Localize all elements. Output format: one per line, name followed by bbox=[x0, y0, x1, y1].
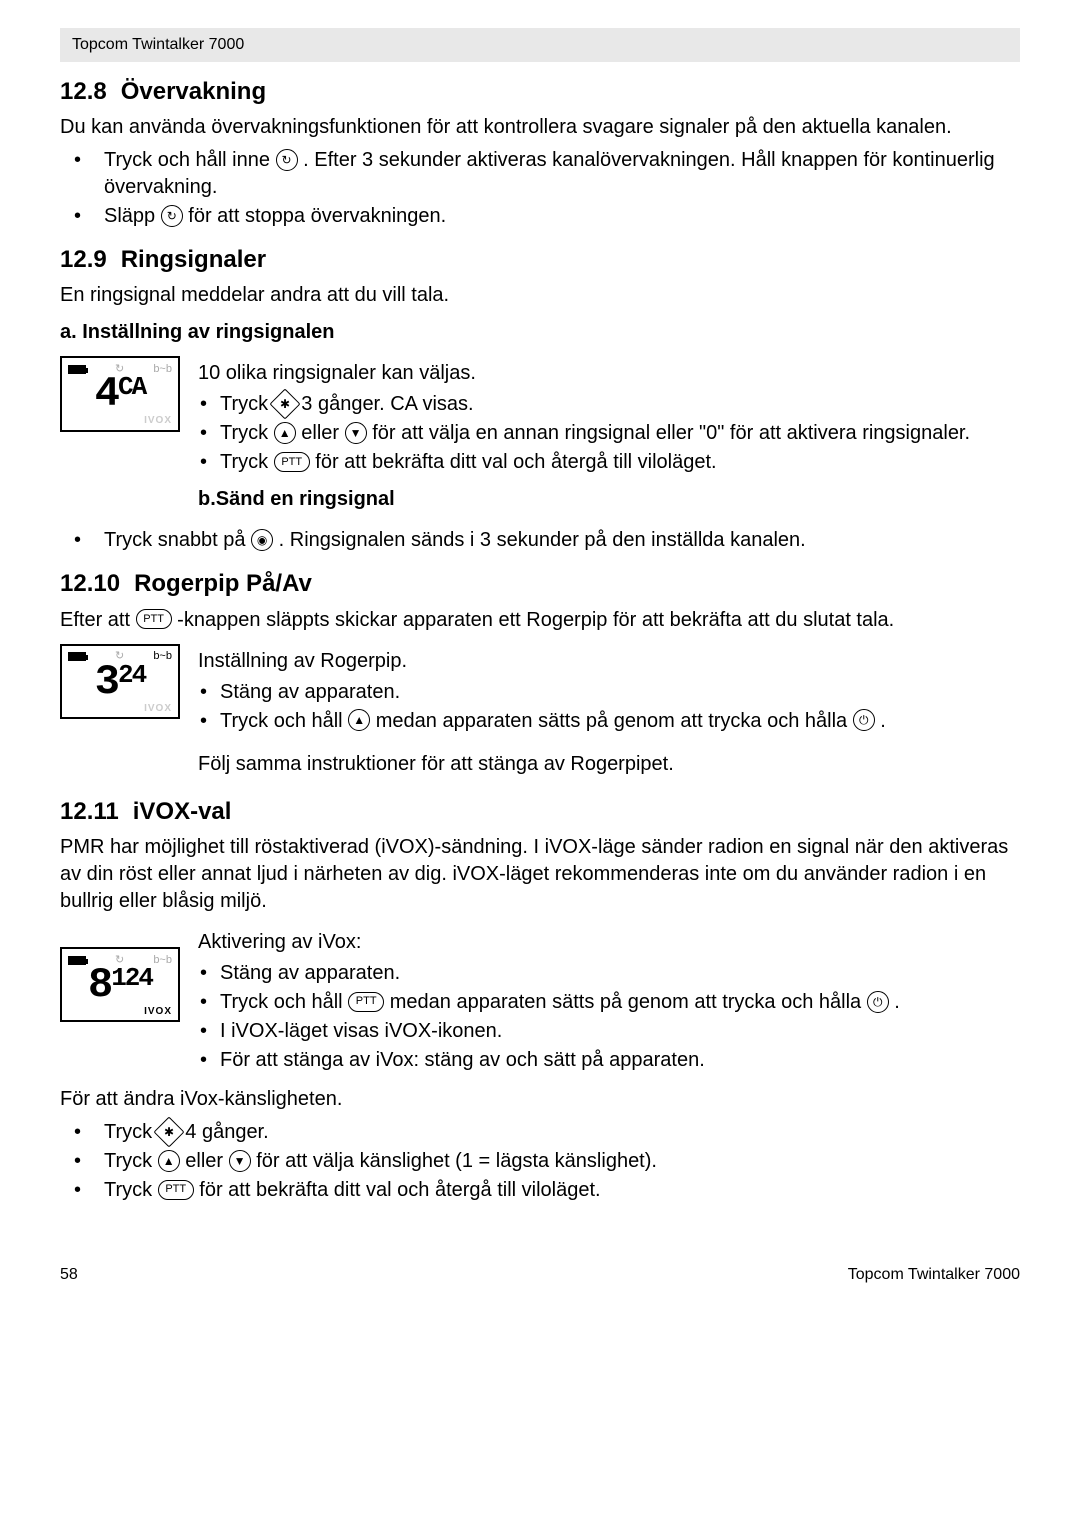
text: 10 olika ringsignaler kan väljas. bbox=[198, 360, 1020, 387]
section-12-9-heading: 12.9 Ringsignaler bbox=[60, 244, 1020, 276]
monitor-icon: ↻ bbox=[161, 205, 183, 227]
section-12-11-heading: 12.11 iVOX-val bbox=[60, 796, 1020, 828]
list-item: Tryck och håll inne ↻ . Efter 3 sekunder… bbox=[60, 147, 1020, 201]
page-footer: 58 Topcom Twintalker 7000 bbox=[60, 1264, 1020, 1286]
ptt-icon: PTT bbox=[274, 452, 310, 472]
list-item: Tryck och håll PTT medan apparaten sätts… bbox=[198, 989, 1020, 1016]
section-number: 12.11 bbox=[60, 796, 119, 828]
section-title: Rogerpip På/Av bbox=[134, 570, 312, 597]
section-12-8-intro: Du kan använda övervakningsfunktionen fö… bbox=[60, 114, 1020, 141]
section-12-10-intro: Efter att PTT -knappen släppts skickar a… bbox=[60, 607, 1020, 634]
page-number: 58 bbox=[60, 1264, 78, 1286]
ptt-icon: PTT bbox=[136, 609, 172, 629]
power-icon: ⏻ bbox=[853, 709, 875, 731]
list-item: Släpp ↻ för att stoppa övervakningen. bbox=[60, 203, 1020, 230]
list-item: Tryck PTT för att bekräfta ditt val och … bbox=[198, 449, 1020, 476]
lcd-thumbnail: ↻ b~b 4CA IVOX bbox=[60, 356, 180, 431]
subhead-b: b.Sänd en ringsignal bbox=[198, 486, 1020, 513]
subhead-a: a. Inställning av ringsignalen bbox=[60, 319, 1020, 346]
list-item: Tryck ▲ eller ▼ för att välja en annan r… bbox=[198, 420, 1020, 447]
down-icon: ▼ bbox=[345, 422, 367, 444]
call-icon: ◉ bbox=[251, 529, 273, 551]
lcd-digits: 4CA bbox=[68, 376, 172, 414]
lcd-thumbnail: ↻ b~b 324 IVOX bbox=[60, 644, 180, 719]
list-item: Tryck snabbt på ◉ . Ringsignalen sänds i… bbox=[60, 527, 1020, 554]
up-icon: ▲ bbox=[348, 709, 370, 731]
battery-icon bbox=[68, 652, 86, 661]
list-item: Stäng av apparaten. bbox=[198, 679, 1020, 706]
list-item: Tryck ✱ 3 gånger. CA visas. bbox=[198, 391, 1020, 418]
section-number: 12.9 bbox=[60, 244, 107, 276]
section-title: Ringsignaler bbox=[121, 246, 266, 273]
up-icon: ▲ bbox=[158, 1150, 180, 1172]
section-title: iVOX-val bbox=[133, 798, 232, 825]
battery-icon bbox=[68, 365, 86, 374]
section-12-8-list: Tryck och håll inne ↻ . Efter 3 sekunder… bbox=[60, 147, 1020, 230]
header-bar: Topcom Twintalker 7000 bbox=[60, 28, 1020, 62]
section-number: 12.10 bbox=[60, 568, 120, 600]
text: För att ändra iVox-känsligheten. bbox=[60, 1086, 1020, 1113]
battery-icon bbox=[68, 956, 86, 965]
list-item: I iVOX-läget visas iVOX-ikonen. bbox=[198, 1018, 1020, 1045]
list-item: Tryck ✱ 4 gånger. bbox=[60, 1119, 1020, 1146]
header-product: Topcom Twintalker 7000 bbox=[72, 36, 244, 53]
list-item: För att stänga av iVox: stäng av och sät… bbox=[198, 1047, 1020, 1074]
lcd-ivox-label: IVOX bbox=[68, 1005, 172, 1019]
section-title: Övervakning bbox=[121, 78, 266, 105]
down-icon: ▼ bbox=[229, 1150, 251, 1172]
text: Inställning av Rogerpip. bbox=[198, 648, 1020, 675]
footer-product: Topcom Twintalker 7000 bbox=[848, 1264, 1020, 1286]
power-icon: ⏻ bbox=[867, 991, 889, 1013]
lcd-digits: 8124 bbox=[68, 967, 172, 1005]
section-12-9-intro: En ringsignal meddelar andra att du vill… bbox=[60, 282, 1020, 309]
list-item: Tryck och håll ▲ medan apparaten sätts p… bbox=[198, 708, 1020, 735]
section-12-11-intro: PMR har möjlighet till röstaktiverad (iV… bbox=[60, 834, 1020, 915]
up-icon: ▲ bbox=[274, 422, 296, 444]
section-12-8-heading: 12.8 Övervakning bbox=[60, 76, 1020, 108]
list-item: Tryck ▲ eller ▼ för att välja känslighet… bbox=[60, 1148, 1020, 1175]
text: Aktivering av iVox: bbox=[198, 929, 1020, 956]
text: Följ samma instruktioner för att stänga … bbox=[198, 751, 1020, 778]
monitor-icon: ↻ bbox=[276, 149, 298, 171]
section-12-10-heading: 12.10 Rogerpip På/Av bbox=[60, 568, 1020, 600]
section-number: 12.8 bbox=[60, 76, 107, 108]
ptt-icon: PTT bbox=[348, 992, 384, 1012]
list-item: Stäng av apparaten. bbox=[198, 960, 1020, 987]
lcd-thumbnail: ↻ b~b 8124 IVOX bbox=[60, 947, 180, 1022]
list-item: Tryck PTT för att bekräfta ditt val och … bbox=[60, 1177, 1020, 1204]
lcd-digits: 324 bbox=[68, 664, 172, 702]
lcd-ivox-label: IVOX bbox=[68, 702, 172, 716]
lcd-ivox-label: IVOX bbox=[68, 414, 172, 428]
ptt-icon: PTT bbox=[158, 1180, 194, 1200]
